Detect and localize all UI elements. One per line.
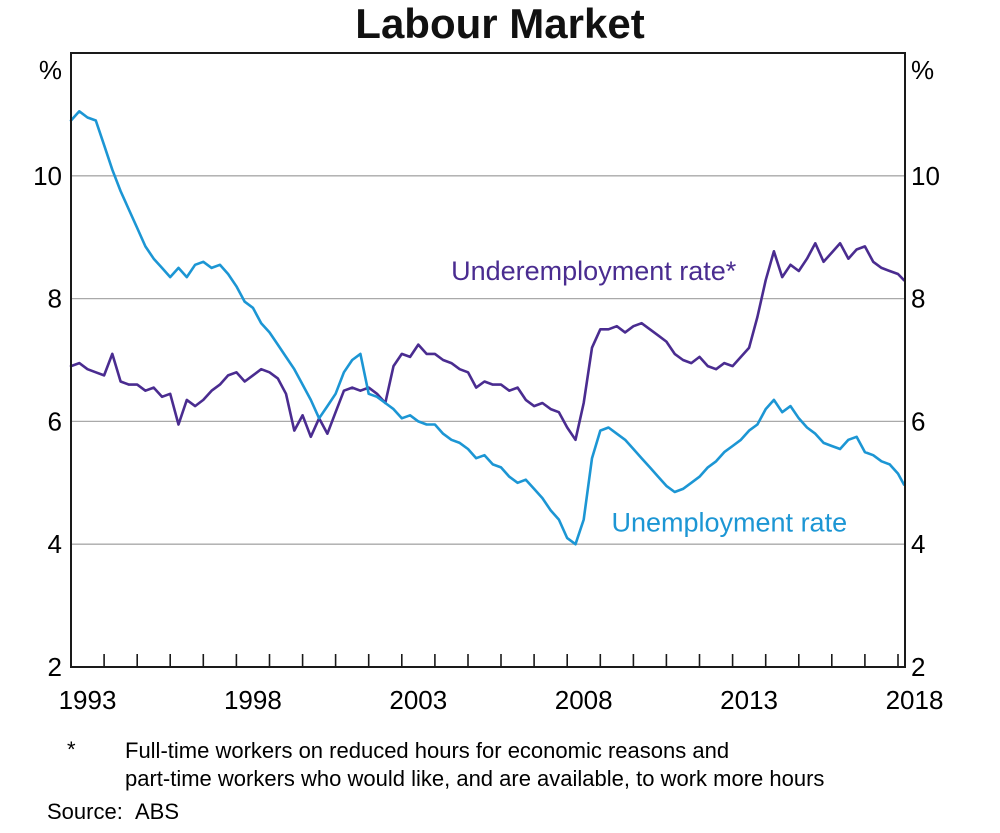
y-label-left-10: 10 (33, 161, 62, 191)
percent-label-right: % (911, 55, 934, 85)
x-label-2008: 2008 (555, 685, 613, 715)
x-label-2018: 2018 (886, 685, 944, 715)
footnote-asterisk: * (67, 737, 76, 762)
underemployment-rate-line (69, 242, 906, 442)
y-label-left-2: 2 (48, 652, 62, 682)
x-label-1998: 1998 (224, 685, 282, 715)
y-label-right-4: 4 (911, 529, 925, 559)
source-value: ABS (135, 799, 180, 824)
y-label-left-6: 6 (48, 406, 62, 436)
x-label-2003: 2003 (389, 685, 447, 715)
percent-label-left: % (39, 55, 62, 85)
unemployment-rate-label: Unemployment rate (611, 508, 847, 538)
footnote-text: Full-time workers on reduced hours for e… (125, 737, 824, 793)
underemployment-rate-label: Underemployment rate* (451, 256, 737, 286)
y-label-right-6: 6 (911, 406, 925, 436)
y-label-left-8: 8 (48, 284, 62, 314)
y-label-left-4: 4 (48, 529, 62, 559)
unemployment-rate-line (69, 110, 906, 546)
y-label-right-8: 8 (911, 284, 925, 314)
x-label-1993: 1993 (59, 685, 117, 715)
labour-market-chart: 10 10 8 8 6 6 4 4 2 2% % 1993 1998 2003 2008 2013 2018 Un… (33, 52, 944, 715)
x-label-2013: 2013 (720, 685, 778, 715)
source-label: Source: (47, 799, 123, 824)
footnote-line-2: part-time workers who would like, and ar… (125, 766, 825, 791)
chart-title: Labour Market (355, 0, 645, 47)
y-label-right-2: 2 (911, 652, 925, 682)
plot-border (70, 52, 906, 668)
y-label-right-10: 10 (911, 161, 940, 191)
footnote-line-1: Full-time workers on reduced hours for e… (125, 738, 730, 763)
